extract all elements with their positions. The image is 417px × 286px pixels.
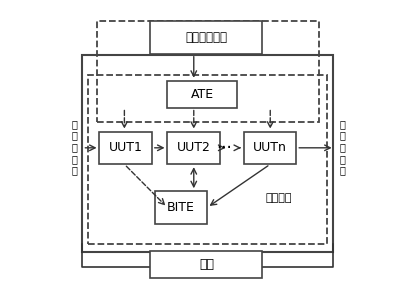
Text: 被测单元: 被测单元: [265, 193, 291, 203]
Text: ATE: ATE: [191, 88, 214, 101]
FancyBboxPatch shape: [244, 132, 296, 164]
FancyBboxPatch shape: [151, 251, 262, 277]
Bar: [97, 21, 319, 122]
Text: BITE: BITE: [167, 201, 195, 214]
Text: 故障注入系统: 故障注入系统: [186, 31, 227, 44]
Text: 负载: 负载: [199, 258, 214, 271]
Bar: [88, 75, 327, 244]
Text: UUT1: UUT1: [109, 142, 143, 154]
FancyBboxPatch shape: [155, 191, 207, 224]
FancyBboxPatch shape: [151, 21, 262, 54]
FancyBboxPatch shape: [168, 81, 237, 108]
Text: 激
励
源
激
励: 激 励 源 激 励: [340, 119, 346, 175]
Text: UUTn: UUTn: [253, 142, 287, 154]
FancyBboxPatch shape: [168, 132, 220, 164]
Text: ···: ···: [216, 139, 232, 157]
FancyBboxPatch shape: [100, 132, 152, 164]
Text: 激
励
源
激
励: 激 励 源 激 励: [71, 119, 77, 175]
Text: UUT2: UUT2: [177, 142, 211, 154]
Bar: [83, 55, 333, 252]
